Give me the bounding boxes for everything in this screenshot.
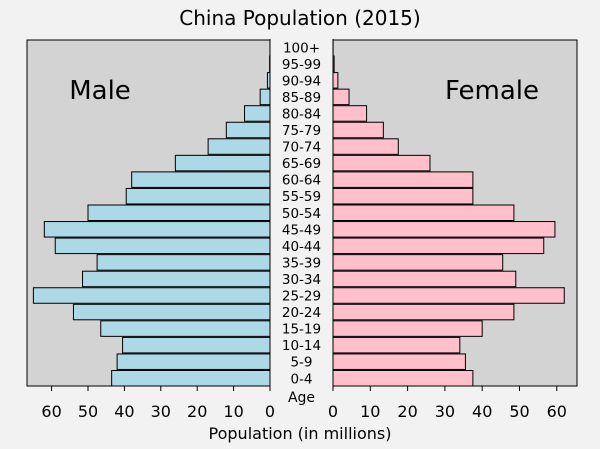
male-bar bbox=[100, 320, 271, 337]
age-group-label: 90-94 bbox=[282, 73, 321, 89]
age-group-label: 70-74 bbox=[282, 140, 321, 156]
age-group-label: 10-14 bbox=[282, 338, 321, 354]
age-group-label: 45-49 bbox=[282, 222, 321, 238]
age-group-label: 55-59 bbox=[282, 189, 321, 205]
female-bar bbox=[332, 270, 517, 288]
age-group-label: 75-79 bbox=[282, 123, 321, 139]
female-bar bbox=[332, 287, 565, 304]
male-bar bbox=[122, 336, 271, 354]
age-group-label: 35-39 bbox=[282, 255, 321, 271]
age-group-label: 60-64 bbox=[282, 173, 321, 189]
female-tick-label: 20 bbox=[397, 402, 417, 421]
female-tick-label: 50 bbox=[509, 402, 529, 421]
female-tick-label: 10 bbox=[360, 402, 380, 421]
female-bar bbox=[332, 336, 461, 354]
female-bar bbox=[332, 237, 545, 255]
male-tick-label: 10 bbox=[223, 402, 243, 421]
female-bar bbox=[332, 221, 556, 238]
male-bar bbox=[111, 370, 271, 387]
male-bar bbox=[131, 171, 271, 188]
male-tick-label: 60 bbox=[41, 402, 61, 421]
female-bar bbox=[332, 254, 504, 271]
male-bar bbox=[125, 187, 271, 205]
female-x-axis-ticks: 0 10 20 30 40 50 60 bbox=[328, 386, 567, 421]
male-tick-label: 30 bbox=[151, 402, 171, 421]
female-legend-label: Female bbox=[445, 76, 539, 106]
age-group-label: 50-54 bbox=[282, 206, 321, 222]
female-bar bbox=[332, 353, 466, 370]
age-group-label: 15-19 bbox=[282, 322, 321, 338]
male-bar bbox=[54, 237, 271, 255]
female-bar bbox=[332, 88, 350, 106]
male-panel-frame bbox=[26, 39, 271, 387]
female-panel-frame bbox=[332, 39, 578, 387]
male-bar bbox=[43, 221, 271, 238]
male-legend-label: Male bbox=[69, 76, 131, 106]
male-bar bbox=[207, 138, 271, 155]
female-bar bbox=[332, 138, 399, 155]
age-group-labels: 0-45-910-1415-1920-2425-2930-3435-3940-4… bbox=[282, 40, 321, 387]
male-bar bbox=[32, 287, 271, 304]
age-axis-label: Age bbox=[288, 390, 315, 406]
age-group-label: 30-34 bbox=[282, 272, 321, 288]
female-bar bbox=[332, 154, 431, 172]
female-bar bbox=[332, 370, 474, 387]
female-tick-label: 60 bbox=[547, 402, 567, 421]
age-group-label: 25-29 bbox=[282, 289, 321, 305]
female-bar bbox=[332, 72, 339, 89]
male-tick-label: 50 bbox=[78, 402, 98, 421]
male-bars bbox=[32, 39, 271, 387]
chart-title: China Population (2015) bbox=[179, 6, 420, 30]
male-tick-label: 0 bbox=[265, 402, 275, 421]
age-group-label: 80-84 bbox=[282, 106, 321, 122]
age-group-label: 65-69 bbox=[282, 156, 321, 172]
female-bar bbox=[332, 105, 368, 122]
male-bar bbox=[174, 154, 271, 172]
female-bar bbox=[332, 187, 474, 205]
age-group-label: 0-4 bbox=[290, 371, 312, 387]
age-group-label: 40-44 bbox=[282, 239, 321, 255]
x-axis-label: Population (in millions) bbox=[209, 424, 392, 443]
male-tick-label: 20 bbox=[187, 402, 207, 421]
female-bar bbox=[332, 204, 515, 221]
male-bar bbox=[225, 121, 271, 139]
age-group-label: 5-9 bbox=[290, 355, 312, 371]
age-group-label: 85-89 bbox=[282, 90, 321, 106]
male-bar bbox=[82, 270, 271, 288]
female-bar bbox=[332, 303, 515, 321]
female-tick-label: 40 bbox=[472, 402, 492, 421]
female-tick-label: 30 bbox=[435, 402, 455, 421]
female-bar bbox=[332, 121, 384, 139]
age-group-label: 100+ bbox=[283, 40, 320, 56]
male-bar bbox=[87, 204, 271, 221]
female-bar bbox=[332, 171, 474, 188]
male-bar bbox=[96, 254, 271, 271]
male-tick-label: 40 bbox=[114, 402, 134, 421]
male-bar bbox=[72, 303, 271, 321]
male-bar bbox=[244, 105, 271, 122]
age-group-label: 95-99 bbox=[282, 57, 321, 73]
male-bar bbox=[259, 88, 271, 106]
age-group-label: 20-24 bbox=[282, 305, 321, 321]
female-tick-label: 0 bbox=[328, 402, 338, 421]
male-bar bbox=[116, 353, 271, 370]
female-bar bbox=[332, 320, 483, 337]
male-x-axis-ticks: 0 10 20 30 40 50 60 bbox=[41, 386, 275, 421]
